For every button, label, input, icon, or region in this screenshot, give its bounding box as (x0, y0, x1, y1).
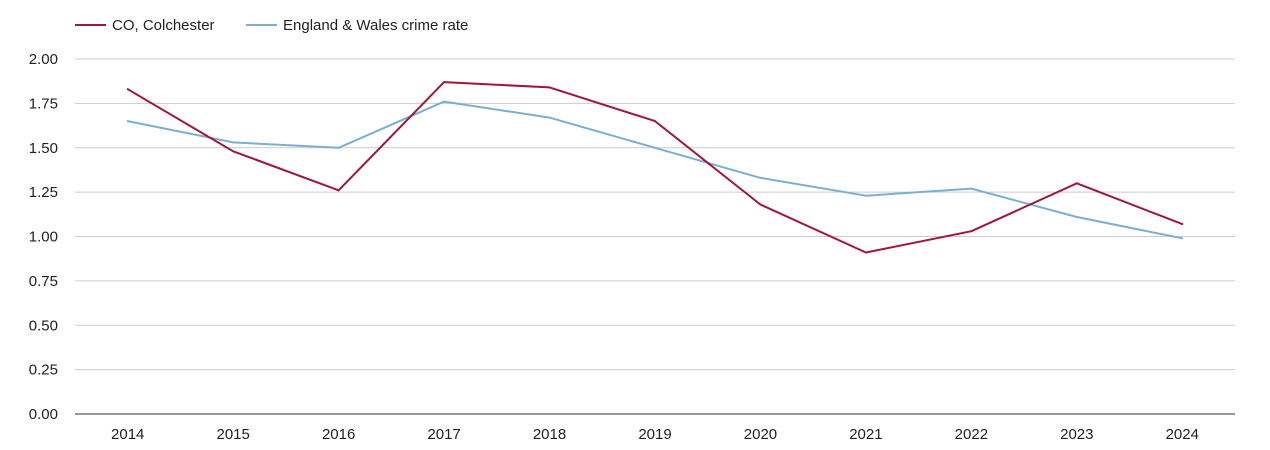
y-tick-label: 0.25 (29, 362, 58, 379)
data-point (759, 176, 762, 179)
x-tick-label: 2020 (744, 426, 777, 443)
legend-label: England & Wales crime rate (283, 17, 468, 34)
data-point (864, 251, 867, 254)
legend: CO, Colchester England & Wales crime rate (75, 17, 468, 34)
data-point (126, 120, 129, 123)
data-point (1181, 237, 1184, 240)
series-line-0 (127, 81, 1183, 254)
data-point (654, 146, 656, 149)
y-tick-label: 1.25 (29, 184, 58, 201)
y-tick-label: 0.00 (29, 406, 58, 423)
y-axis: 0.00 0.25 0.50 0.75 1.00 1.25 1.50 1.75 2.00 (29, 51, 58, 423)
x-tick-label: 2016 (322, 426, 355, 443)
x-tick-label: 2014 (111, 426, 144, 443)
x-tick-label: 2022 (955, 426, 988, 443)
gridlines (75, 58, 1235, 415)
data-point (443, 100, 446, 103)
x-axis: 2014 2015 2016 2017 2018 2019 2020 2021 2022 2023… (111, 426, 1199, 443)
data-point (126, 88, 129, 91)
data-point (337, 189, 340, 192)
data-point (654, 120, 656, 123)
data-point (443, 81, 446, 84)
data-point (548, 86, 551, 89)
data-point (337, 146, 340, 149)
data-point (1075, 182, 1078, 185)
x-tick-label: 2017 (427, 426, 460, 443)
x-tick-label: 2018 (533, 426, 566, 443)
data-point (970, 187, 973, 190)
y-tick-label: 1.50 (29, 140, 58, 157)
data-point (1075, 215, 1078, 218)
x-tick-label: 2021 (849, 426, 882, 443)
data-point (232, 141, 235, 144)
data-point (1181, 223, 1184, 226)
x-tick-label: 2024 (1166, 426, 1199, 443)
y-tick-label: 1.00 (29, 229, 58, 246)
data-point (864, 194, 867, 197)
y-tick-label: 1.75 (29, 95, 58, 112)
x-tick-label: 2023 (1060, 426, 1093, 443)
y-tick-label: 2.00 (29, 51, 58, 68)
data-point (232, 150, 235, 153)
data-point (970, 230, 973, 233)
legend-label: CO, Colchester (112, 17, 215, 34)
data-point (759, 203, 762, 206)
series-layer (126, 81, 1184, 254)
y-tick-label: 0.75 (29, 273, 58, 290)
y-tick-label: 0.50 (29, 317, 58, 334)
data-point (548, 116, 551, 119)
x-tick-label: 2015 (216, 426, 249, 443)
x-tick-label: 2019 (638, 426, 671, 443)
